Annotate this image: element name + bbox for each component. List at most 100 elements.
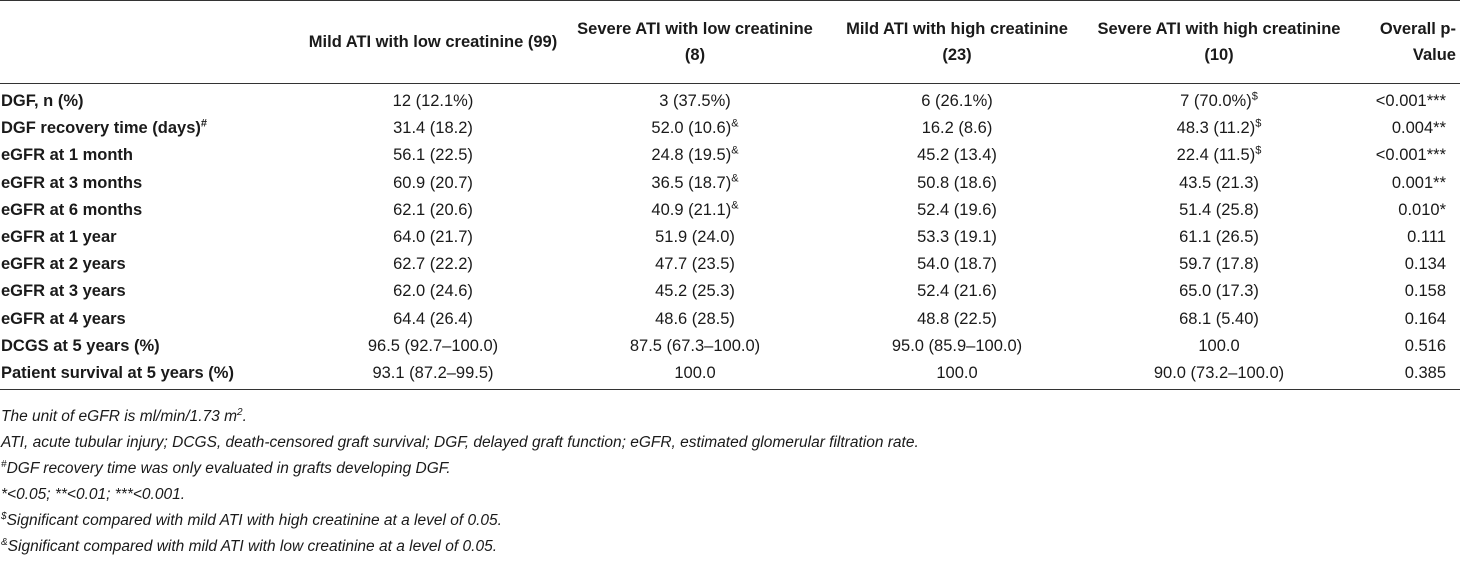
cell-col3-value: 52.4 (19.6): [917, 200, 997, 219]
cell-col2: 51.9 (24.0): [564, 224, 826, 251]
cell-col4-value: 7 (70.0%): [1180, 92, 1252, 111]
footnote-unit-text: The unit of eGFR is ml/min/1.73 m: [1, 408, 238, 425]
table-row: eGFR at 1 year 64.0 (21.7) 51.9 (24.0) 53.3…: [0, 224, 1460, 251]
cell-col1: 60.9 (20.7): [302, 170, 564, 197]
cell-col2-value: 48.6 (28.5): [655, 309, 735, 328]
header-col2: Severe ATI with low creatinine (8): [564, 1, 826, 84]
cell-col3: 50.8 (18.6): [826, 170, 1088, 197]
cell-col4-value: 43.5 (21.3): [1179, 173, 1259, 192]
cell-col1-value: 60.9 (20.7): [393, 173, 473, 192]
cell-col4: 61.1 (26.5): [1088, 224, 1350, 251]
cell-col2-value: 24.8 (19.5): [651, 146, 732, 165]
table-row: eGFR at 1 month 56.1 (22.5) 24.8 (19.5)& 45…: [0, 142, 1460, 169]
cell-col1: 93.1 (87.2–99.5): [302, 359, 564, 391]
cell-col3: 52.4 (21.6): [826, 278, 1088, 305]
cell-col3-value: 45.2 (13.4): [917, 146, 997, 165]
row-label-value: DGF, n (%): [1, 92, 84, 111]
cell-col4-value: 51.4 (25.8): [1179, 200, 1259, 219]
cell-col2-footnote-mark: &: [731, 144, 739, 157]
cell-col2: 100.0: [564, 359, 826, 391]
cell-pvalue-value: <0.001***: [1375, 92, 1446, 111]
cell-col2-footnote-mark: &: [731, 172, 739, 185]
header-col3: Mild ATI with high creatinine (23): [826, 1, 1088, 84]
cell-col3: 16.2 (8.6): [826, 115, 1088, 142]
cell-col3-value: 16.2 (8.6): [921, 119, 993, 138]
cell-col1-value: 64.0 (21.7): [393, 228, 473, 247]
cell-col4-footnote-mark: $: [1251, 90, 1258, 103]
cell-col4: 90.0 (73.2–100.0): [1088, 359, 1350, 391]
table-header: Mild ATI with low creatinine (99) Severe…: [0, 0, 1460, 84]
cell-col4-value: 100.0: [1198, 336, 1240, 355]
cell-col4: 68.1 (5.40): [1088, 306, 1350, 333]
cell-col1: 62.0 (24.6): [302, 278, 564, 305]
row-label: Patient survival at 5 years (%): [0, 359, 302, 391]
cell-col3: 100.0: [826, 359, 1088, 391]
row-label: eGFR at 1 year: [0, 224, 302, 251]
table-row: eGFR at 2 years 62.7 (22.2) 47.7 (23.5) 54.…: [0, 251, 1460, 278]
cell-col1: 96.5 (92.7–100.0): [302, 333, 564, 360]
cell-col1-value: 96.5 (92.7–100.0): [367, 336, 499, 355]
row-label-value: eGFR at 3 months: [1, 173, 143, 192]
cell-col3-value: 95.0 (85.9–100.0): [891, 336, 1023, 355]
table-body: DGF, n (%) 12 (12.1%) 3 (37.5%) 6 (26.1%) 7 …: [0, 84, 1460, 391]
cell-col2: 36.5 (18.7)&: [564, 170, 826, 197]
cell-col2-footnote-mark: &: [731, 199, 739, 212]
footnotes: The unit of eGFR is ml/min/1.73 m2. ATI,…: [1, 404, 919, 560]
cell-col2-value: 51.9 (24.0): [655, 228, 735, 247]
cell-pvalue-value: 0.010*: [1398, 200, 1446, 219]
footnote-hash-text: DGF recovery time was only evaluated in …: [6, 460, 451, 477]
cell-pvalue-value: 0.385: [1404, 363, 1446, 382]
cell-col2-value: 36.5 (18.7): [651, 173, 732, 192]
cell-col2: 40.9 (21.1)&: [564, 197, 826, 224]
cell-col2-value: 87.5 (67.3–100.0): [629, 336, 761, 355]
cell-col4: 48.3 (11.2)$: [1088, 115, 1350, 142]
row-label: eGFR at 4 years: [0, 306, 302, 333]
cell-col3-value: 6 (26.1%): [921, 92, 993, 111]
cell-col1-value: 12 (12.1%): [392, 92, 474, 111]
footnote-dollar-sup: $: [1, 510, 7, 522]
header-col5: Overall p-Value: [1350, 1, 1460, 84]
footnote-hash: #DGF recovery time was only evaluated in…: [1, 456, 919, 482]
cell-pvalue: 0.111: [1350, 224, 1460, 251]
table-row: eGFR at 3 months 60.9 (20.7) 36.5 (18.7)& 5…: [0, 170, 1460, 197]
cell-col1-value: 56.1 (22.5): [393, 146, 473, 165]
row-label-value: eGFR at 1 month: [1, 146, 134, 165]
row-label-value: eGFR at 3 years: [1, 282, 126, 301]
table-row: eGFR at 6 months 62.1 (20.6) 40.9 (21.1)& 5…: [0, 197, 1460, 224]
cell-col2: 47.7 (23.5): [564, 251, 826, 278]
cell-col4-value: 68.1 (5.40): [1179, 309, 1259, 328]
cell-col3-value: 53.3 (19.1): [917, 228, 997, 247]
cell-pvalue-value: 0.158: [1404, 282, 1446, 301]
cell-pvalue-value: 0.004**: [1391, 119, 1446, 138]
cell-col4: 43.5 (21.3): [1088, 170, 1350, 197]
cell-col1-value: 62.0 (24.6): [393, 282, 473, 301]
cell-col3-value: 52.4 (21.6): [917, 282, 997, 301]
cell-pvalue: 0.134: [1350, 251, 1460, 278]
cell-col2-value: 3 (37.5%): [659, 92, 731, 111]
cell-col1: 56.1 (22.5): [302, 142, 564, 169]
cell-col1: 31.4 (18.2): [302, 115, 564, 142]
row-label-value: eGFR at 1 year: [1, 228, 117, 247]
cell-pvalue: 0.385: [1350, 359, 1460, 391]
footnote-dollar: $Significant compared with mild ATI with…: [1, 508, 919, 534]
cell-col1: 62.7 (22.2): [302, 251, 564, 278]
cell-pvalue: 0.164: [1350, 306, 1460, 333]
cell-col4-value: 22.4 (11.5): [1176, 146, 1256, 165]
cell-col2: 48.6 (28.5): [564, 306, 826, 333]
row-label: DGF recovery time (days)#: [0, 115, 302, 142]
row-label: DGF, n (%): [0, 84, 302, 116]
row-label: DCGS at 5 years (%): [0, 333, 302, 360]
row-label: eGFR at 2 years: [0, 251, 302, 278]
cell-pvalue: <0.001***: [1350, 142, 1460, 169]
table-row: Patient survival at 5 years (%) 93.1 (87.…: [0, 359, 1460, 391]
row-label-value: DCGS at 5 years (%): [1, 336, 160, 355]
cell-col3-value: 54.0 (18.7): [917, 255, 997, 274]
cell-col2-value: 47.7 (23.5): [655, 255, 735, 274]
row-label-value: eGFR at 6 months: [1, 200, 143, 219]
footnote-hash-sup: #: [1, 458, 7, 470]
cell-col1-value: 64.4 (26.4): [393, 309, 473, 328]
cell-col1: 12 (12.1%): [302, 84, 564, 116]
footnote-amp-sup: &: [1, 536, 8, 548]
cell-col1: 64.0 (21.7): [302, 224, 564, 251]
footnote-dollar-text: Significant compared with mild ATI with …: [6, 512, 502, 529]
